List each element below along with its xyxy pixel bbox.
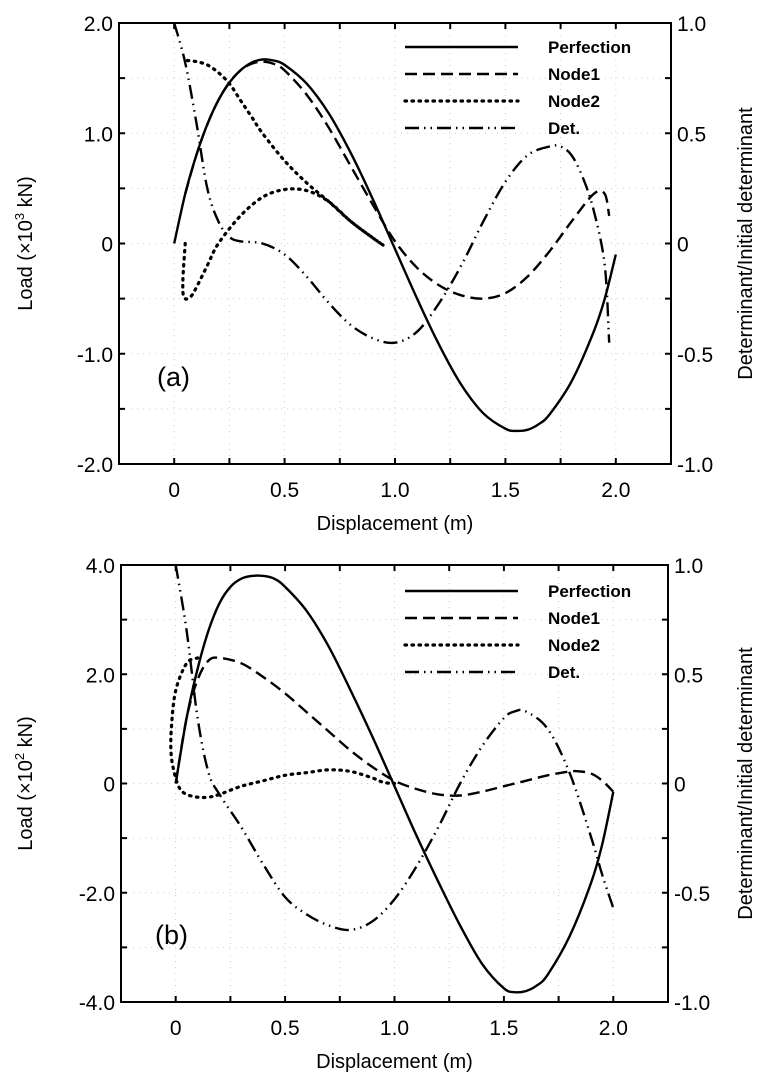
y-tick-label: -2.0 <box>79 883 115 906</box>
x-tick-label: 0 <box>168 479 180 502</box>
y-axis-label-sup: 2 <box>12 753 27 760</box>
grid <box>119 23 671 464</box>
plot-frame <box>120 564 669 1003</box>
legend-label: Node1 <box>548 65 600 84</box>
series-group <box>173 23 617 433</box>
series-line-det <box>174 565 615 932</box>
panel-label: (a) <box>157 362 190 392</box>
y2-tick-label: 0.5 <box>677 123 706 146</box>
y-tick-label: 2.0 <box>84 13 113 36</box>
y2-axis-label: Determinant/Initial determinant <box>735 647 757 920</box>
y-axis-label-prefix: Load (×10 <box>15 760 37 851</box>
chart-panel-b: 0 0.5 1.0 1.5 2.0 -4.0 -2.0 0 2.0 4.0 -1.0 -0.5 0 0.5… <box>12 555 757 1073</box>
ticks: 0 0.5 1.0 1.5 2.0 -4.0 -2.0 0 2.0 4.0 -1.0 -0.5 0 0.5… <box>79 555 710 1040</box>
chart-panel-a: 0 0.5 1.0 1.5 2.0 -2.0 -1.0 0 1.0 2.0 -1.0 -0.5 0 0.5… <box>12 13 757 535</box>
y-tick-label: -1.0 <box>77 344 113 367</box>
x-axis-label: Displacement (m) <box>317 513 474 535</box>
y-axis-label-suffix: kN) <box>15 716 37 753</box>
legend: Perfection Node1 Node2 Det. <box>403 582 631 682</box>
y2-tick-label: 1.0 <box>677 13 706 36</box>
y2-axis-label: Determinant/Initial determinant <box>735 107 757 380</box>
y-tick-label: 0 <box>103 774 115 797</box>
y-tick-label: 2.0 <box>86 664 115 687</box>
y2-tick-label: 1.0 <box>674 555 703 578</box>
y-axis-label: Load (×103 kN) <box>12 176 37 311</box>
x-tick-label: 2.0 <box>601 479 630 502</box>
legend: Perfection Node1 Node2 Det. <box>403 38 631 138</box>
y-tick-label: -4.0 <box>79 992 115 1015</box>
y-tick-label: 1.0 <box>84 123 113 146</box>
y-axis-label-suffix: kN) <box>15 176 37 213</box>
legend-label: Det. <box>548 663 580 682</box>
series-line-node2 <box>181 58 385 301</box>
panel-label: (b) <box>155 920 188 950</box>
x-axis-label: Displacement (m) <box>316 1051 473 1073</box>
series-line-perfection <box>174 574 615 994</box>
grid <box>121 565 668 1002</box>
y-axis-label-sup: 3 <box>12 213 27 220</box>
ticks: 0 0.5 1.0 1.5 2.0 -2.0 -1.0 0 1.0 2.0 -1.0 -0.5 0 0.5… <box>77 13 713 502</box>
x-tick-label: 1.0 <box>380 1017 409 1040</box>
series-line-node1 <box>184 60 611 300</box>
y-tick-label: 0 <box>101 234 113 257</box>
legend-label: Node2 <box>548 92 600 111</box>
legend-label: Perfection <box>548 38 631 57</box>
y2-tick-label: -1.0 <box>677 454 713 477</box>
legend-label: Node1 <box>548 609 600 628</box>
x-tick-label: 2.0 <box>599 1017 628 1040</box>
x-tick-label: 0.5 <box>270 479 299 502</box>
y-tick-label: -2.0 <box>77 454 113 477</box>
y2-tick-label: -0.5 <box>677 344 713 367</box>
y-axis-label-prefix: Load (×10 <box>15 220 37 311</box>
y-axis-label: Load (×102 kN) <box>12 716 37 851</box>
y2-tick-label: -1.0 <box>674 992 710 1015</box>
x-tick-label: 1.5 <box>489 1017 518 1040</box>
y-tick-label: 4.0 <box>86 555 115 578</box>
series-group <box>169 565 615 994</box>
y2-tick-label: -0.5 <box>674 883 710 906</box>
legend-label: Perfection <box>548 582 631 601</box>
y2-tick-label: 0 <box>674 774 686 797</box>
legend-label: Node2 <box>548 636 600 655</box>
x-tick-label: 1.5 <box>491 479 520 502</box>
legend-label: Det. <box>548 119 580 138</box>
y2-tick-label: 0 <box>677 234 689 257</box>
series-line-det <box>173 23 611 345</box>
x-tick-label: 0 <box>170 1017 182 1040</box>
x-tick-label: 1.0 <box>380 479 409 502</box>
y2-tick-label: 0.5 <box>674 664 703 687</box>
series-line-node2 <box>169 656 397 800</box>
x-tick-label: 0.5 <box>270 1017 299 1040</box>
plot-frame <box>118 22 672 465</box>
